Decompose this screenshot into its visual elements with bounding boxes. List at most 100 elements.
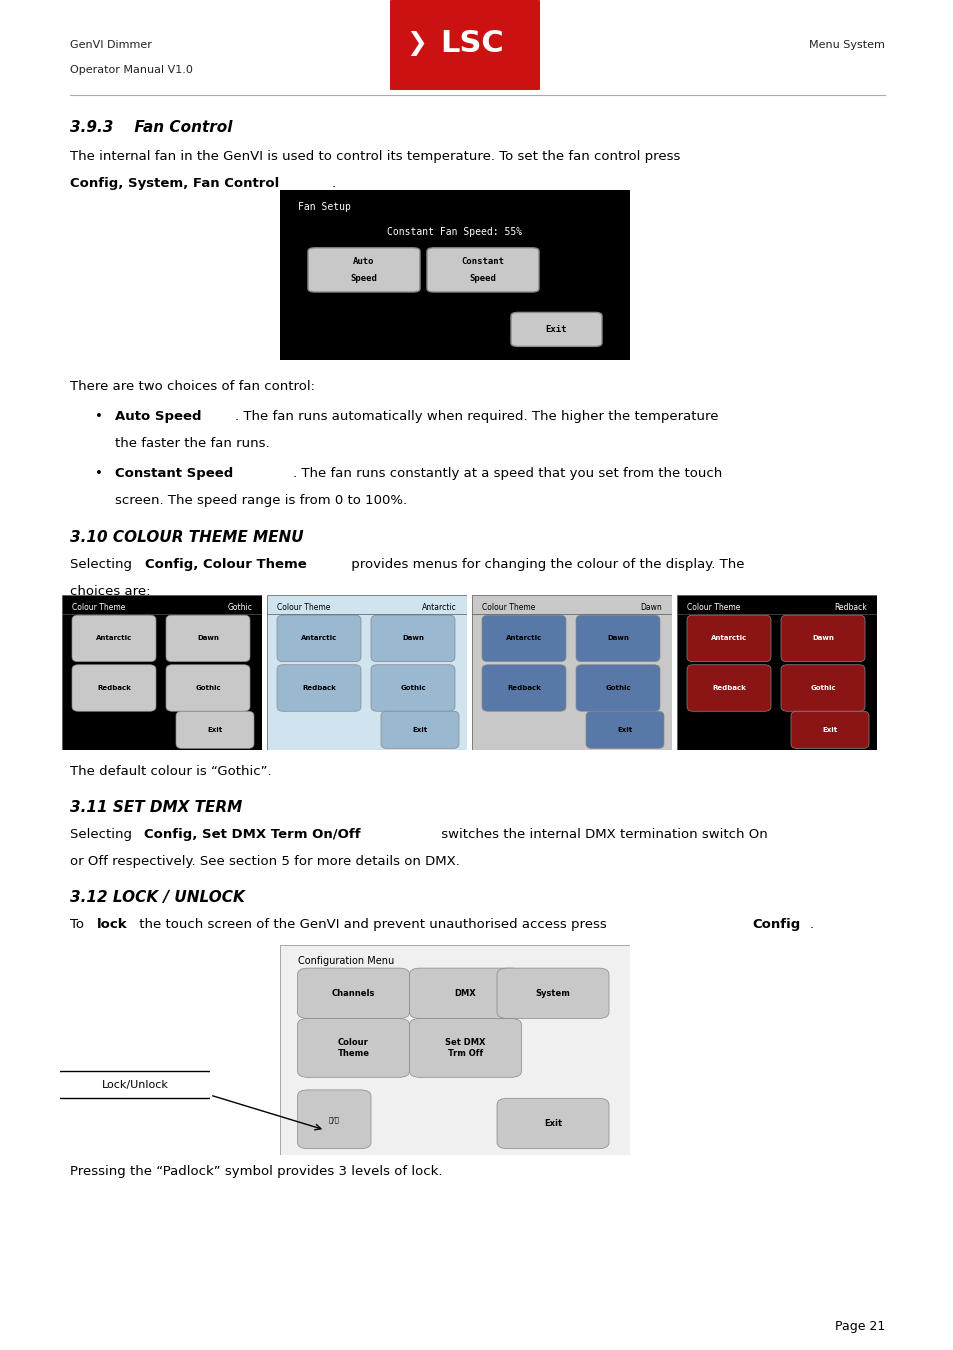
FancyBboxPatch shape [481,664,565,711]
FancyBboxPatch shape [385,0,544,90]
Text: Gothic: Gothic [809,684,835,691]
Text: Config, System, Fan Control: Config, System, Fan Control [70,177,279,190]
FancyBboxPatch shape [308,248,419,292]
FancyBboxPatch shape [576,664,659,711]
FancyBboxPatch shape [409,1018,521,1077]
Text: Operator Manual V1.0: Operator Manual V1.0 [70,65,193,76]
FancyBboxPatch shape [497,1099,608,1149]
Text: LSC: LSC [440,28,504,58]
Text: Redback: Redback [711,684,745,691]
Text: Dawn: Dawn [606,636,628,641]
FancyBboxPatch shape [175,711,253,748]
FancyBboxPatch shape [276,616,360,662]
Text: Constant Fan Speed: 55%: Constant Fan Speed: 55% [387,227,522,238]
Text: Speed: Speed [350,274,377,284]
FancyBboxPatch shape [297,1018,409,1077]
FancyBboxPatch shape [380,711,458,748]
Text: Colour
Theme: Colour Theme [337,1038,369,1057]
FancyBboxPatch shape [585,711,663,748]
Text: Gothic: Gothic [399,684,425,691]
Text: Exit: Exit [543,1119,561,1129]
FancyBboxPatch shape [267,595,467,751]
Text: the touch screen of the GenVI and prevent unauthorised access press: the touch screen of the GenVI and preven… [135,918,610,932]
Text: Page 21: Page 21 [834,1320,884,1332]
Text: Exit: Exit [821,726,837,733]
FancyBboxPatch shape [497,968,608,1018]
Text: Dawn: Dawn [639,602,661,612]
Text: Selecting: Selecting [70,558,136,571]
Text: Channels: Channels [332,988,375,998]
Text: Colour Theme: Colour Theme [686,602,740,612]
Text: Antarctic: Antarctic [505,636,541,641]
Text: Dawn: Dawn [197,636,218,641]
FancyBboxPatch shape [472,595,671,751]
Text: 3.9.3    Fan Control: 3.9.3 Fan Control [70,120,233,135]
Text: lock: lock [97,918,128,932]
Text: Antarctic: Antarctic [95,636,132,641]
Text: Constant Speed: Constant Speed [115,467,233,481]
Text: the faster the fan runs.: the faster the fan runs. [115,437,270,450]
Text: .: . [809,918,813,932]
FancyBboxPatch shape [55,1072,214,1099]
FancyBboxPatch shape [511,312,601,347]
Text: Auto: Auto [353,256,375,266]
Text: Config, Set DMX Term On/Off: Config, Set DMX Term On/Off [144,828,360,841]
Text: Lock/Unlock: Lock/Unlock [101,1080,169,1089]
Text: Config, Colour Theme: Config, Colour Theme [145,558,307,571]
Text: Antarctic: Antarctic [422,602,456,612]
Text: Set DMX
Trm Off: Set DMX Trm Off [445,1038,485,1057]
Text: Menu System: Menu System [808,40,884,50]
Text: . The fan runs automatically when required. The higher the temperature: . The fan runs automatically when requir… [234,410,718,423]
Text: To: To [70,918,89,932]
Text: Gothic: Gothic [604,684,630,691]
Text: .: . [332,177,335,190]
Text: System: System [535,988,570,998]
Text: Selecting: Selecting [70,828,136,841]
Text: . The fan runs constantly at a speed that you set from the touch: . The fan runs constantly at a speed tha… [293,467,721,481]
FancyBboxPatch shape [280,190,629,360]
Text: 3.12 LOCK / UNLOCK: 3.12 LOCK / UNLOCK [70,890,245,905]
Text: Fan Setup: Fan Setup [297,202,350,212]
FancyBboxPatch shape [686,664,770,711]
FancyBboxPatch shape [71,616,156,662]
FancyBboxPatch shape [166,664,250,711]
Text: Gothic: Gothic [195,684,220,691]
Text: Redback: Redback [507,684,540,691]
FancyBboxPatch shape [71,664,156,711]
Text: GenVI Dimmer: GenVI Dimmer [70,40,152,50]
Text: Exit: Exit [412,726,427,733]
FancyBboxPatch shape [427,248,538,292]
FancyBboxPatch shape [781,664,864,711]
Text: •: • [95,467,103,481]
Text: There are two choices of fan control:: There are two choices of fan control: [70,379,314,393]
Text: provides menus for changing the colour of the display. The: provides menus for changing the colour o… [347,558,743,571]
FancyBboxPatch shape [409,968,521,1018]
Text: Pressing the “Padlock” symbol provides 3 levels of lock.: Pressing the “Padlock” symbol provides 3… [70,1165,442,1179]
Text: Gothic: Gothic [227,602,252,612]
Text: Constant: Constant [461,256,504,266]
Text: The default colour is “Gothic”.: The default colour is “Gothic”. [70,765,272,778]
Text: Exit: Exit [207,726,222,733]
FancyBboxPatch shape [280,945,629,1156]
Text: Config: Config [751,918,800,932]
Text: screen. The speed range is from 0 to 100%.: screen. The speed range is from 0 to 100… [115,494,407,508]
Text: or Off respectively. See section 5 for more details on DMX.: or Off respectively. See section 5 for m… [70,855,459,868]
FancyBboxPatch shape [677,595,876,751]
Text: Colour Theme: Colour Theme [71,602,125,612]
Text: Redback: Redback [833,602,866,612]
Text: Colour Theme: Colour Theme [276,602,330,612]
Text: Redback: Redback [302,684,335,691]
Text: Dawn: Dawn [401,636,423,641]
Text: 3.10 COLOUR THEME MENU: 3.10 COLOUR THEME MENU [70,531,303,545]
Text: switches the internal DMX termination switch On: switches the internal DMX termination sw… [436,828,767,841]
FancyBboxPatch shape [686,616,770,662]
Text: Redback: Redback [97,684,131,691]
FancyBboxPatch shape [371,664,455,711]
FancyBboxPatch shape [62,595,262,751]
FancyBboxPatch shape [166,616,250,662]
Text: Colour Theme: Colour Theme [481,602,535,612]
Text: Antarctic: Antarctic [300,636,336,641]
Text: Speed: Speed [469,274,496,284]
FancyBboxPatch shape [297,1089,371,1149]
Text: •: • [95,410,103,423]
